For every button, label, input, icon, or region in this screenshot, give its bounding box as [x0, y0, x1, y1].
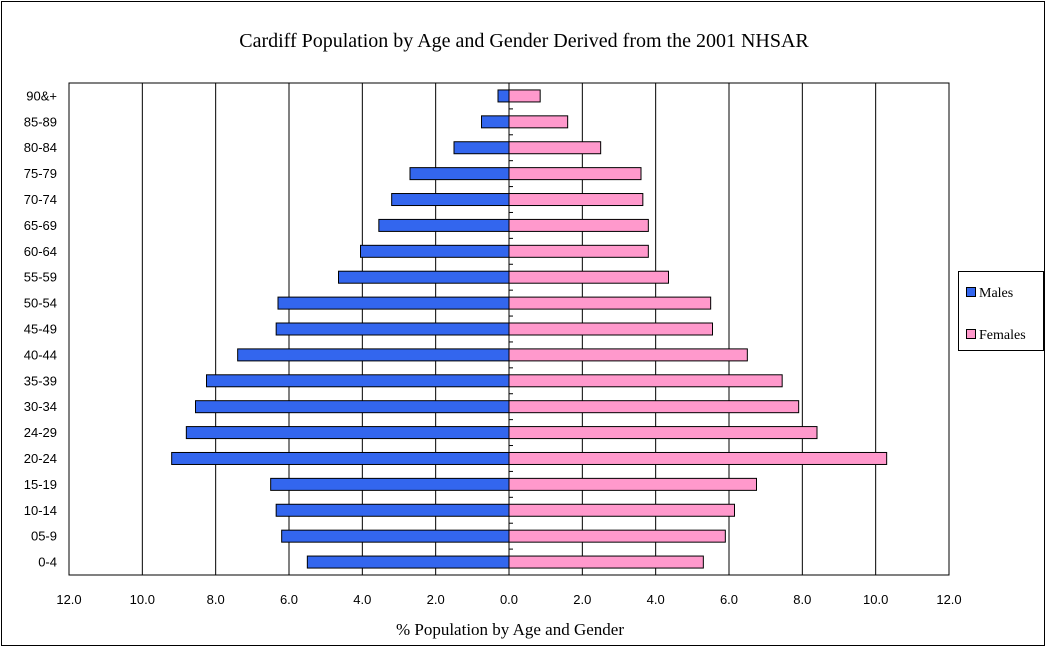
- bar-males: [237, 348, 510, 362]
- x-tick-label: 4.0: [353, 592, 371, 607]
- bar-females: [508, 141, 602, 155]
- bar-females: [508, 115, 569, 129]
- bar-males: [275, 503, 510, 517]
- category-label: 40-44: [24, 347, 57, 362]
- category-label: 60-64: [24, 244, 57, 259]
- bar-females: [508, 322, 713, 336]
- x-tick-label: 6.0: [280, 592, 298, 607]
- bar-females: [508, 426, 818, 440]
- category-label: 30-34: [24, 399, 57, 414]
- bar-males: [206, 374, 510, 388]
- bar-males: [185, 426, 510, 440]
- x-tick-label: 12.0: [56, 592, 81, 607]
- bar-males: [481, 115, 510, 129]
- bar-males: [453, 141, 510, 155]
- bar-females: [508, 555, 704, 569]
- category-label: 65-69: [24, 218, 57, 233]
- bar-males: [306, 555, 510, 569]
- x-tick-label: 0.0: [500, 592, 518, 607]
- bar-females: [508, 244, 649, 258]
- bar-males: [497, 89, 510, 103]
- legend: Males Females: [958, 271, 1044, 351]
- x-tick-label: 8.0: [207, 592, 225, 607]
- bars: [171, 89, 888, 569]
- category-label: 50-54: [24, 296, 57, 311]
- category-label: 70-74: [24, 192, 57, 207]
- category-label: 45-49: [24, 322, 57, 337]
- bar-males: [195, 400, 510, 414]
- bar-females: [508, 529, 726, 543]
- category-label: 80-84: [24, 140, 57, 155]
- x-tick-label: 10.0: [130, 592, 155, 607]
- bar-females: [508, 167, 642, 181]
- bar-males: [378, 218, 510, 232]
- category-label: 20-24: [24, 451, 57, 466]
- bar-females: [508, 477, 757, 491]
- bar-males: [270, 477, 510, 491]
- category-label: 05-9: [31, 529, 57, 544]
- bar-females: [508, 374, 783, 388]
- legend-item-females: Females: [966, 328, 1026, 344]
- bar-males: [338, 270, 510, 284]
- x-tick-label: 10.0: [863, 592, 888, 607]
- x-tick-label: 12.0: [936, 592, 961, 607]
- category-label: 15-19: [24, 477, 57, 492]
- bar-males: [409, 167, 510, 181]
- legend-item-males: Males: [966, 286, 1013, 302]
- bar-females: [508, 193, 644, 207]
- category-label: 0-4: [38, 555, 57, 570]
- bar-females: [508, 296, 712, 310]
- category-label: 35-39: [24, 373, 57, 388]
- category-label: 24-29: [24, 425, 57, 440]
- bar-females: [508, 400, 800, 414]
- x-tick-label: 2.0: [427, 592, 445, 607]
- bar-males: [281, 529, 510, 543]
- bar-females: [508, 503, 735, 517]
- bar-females: [508, 348, 748, 362]
- axes: 12.0 10.0 8.0 6.0 4.0 2.0 0.0 2.0 4.0 6.0 8.0 10.0 1…: [24, 82, 962, 607]
- x-axis-label: % Population by Age and Gender: [395, 620, 625, 639]
- x-tick-label: 6.0: [720, 592, 738, 607]
- legend-label-females: Females: [979, 328, 1026, 343]
- legend-label-males: Males: [979, 286, 1014, 301]
- bar-females: [508, 89, 541, 103]
- bar-males: [360, 244, 510, 258]
- bar-females: [508, 218, 649, 232]
- x-tick-label: 4.0: [647, 592, 665, 607]
- x-tick-label: 2.0: [573, 592, 591, 607]
- category-label: 90&+: [26, 88, 57, 103]
- bar-females: [508, 451, 888, 465]
- x-tick-label: 8.0: [793, 592, 811, 607]
- bar-males: [391, 193, 510, 207]
- category-label: 55-59: [24, 270, 57, 285]
- bar-females: [508, 270, 669, 284]
- legend-swatch-females: [966, 329, 976, 339]
- category-label: 75-79: [24, 166, 57, 181]
- legend-swatch-males: [966, 287, 976, 297]
- bar-males: [277, 296, 510, 310]
- category-label: 85-89: [24, 114, 57, 129]
- bar-males: [275, 322, 510, 336]
- chart-title: Cardiff Population by Age and Gender Der…: [239, 30, 809, 52]
- bar-males: [171, 451, 510, 465]
- category-label: 10-14: [24, 503, 57, 518]
